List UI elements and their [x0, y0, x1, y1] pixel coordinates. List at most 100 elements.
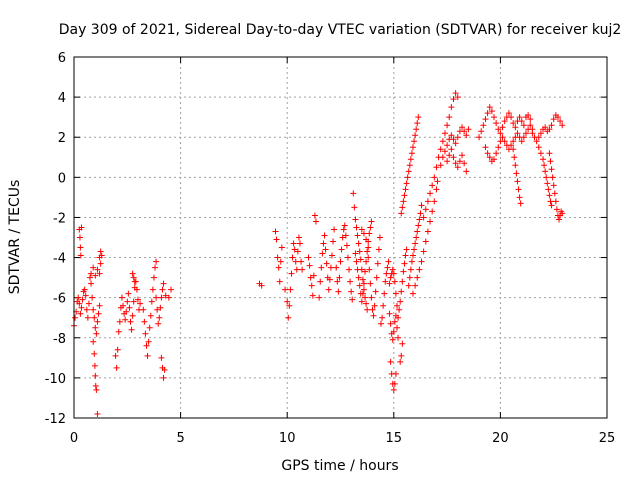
data-point — [367, 224, 374, 231]
data-point — [92, 272, 99, 279]
data-point — [441, 148, 448, 155]
data-point — [112, 352, 119, 359]
data-point — [424, 228, 431, 235]
data-point — [549, 174, 556, 181]
data-point — [463, 168, 470, 175]
data-point — [157, 304, 164, 311]
data-point — [341, 222, 348, 229]
data-point — [486, 154, 493, 161]
data-point — [427, 218, 434, 225]
data-point — [499, 124, 506, 131]
data-point — [495, 126, 502, 133]
data-point — [349, 296, 356, 303]
data-point — [446, 114, 453, 121]
data-point — [390, 328, 397, 335]
data-point — [137, 300, 144, 307]
data-point — [444, 158, 451, 165]
data-point — [360, 286, 367, 293]
data-point — [550, 182, 557, 189]
data-point — [287, 286, 294, 293]
data-point — [427, 190, 434, 197]
data-point — [444, 122, 451, 129]
data-point — [375, 246, 382, 253]
data-point — [90, 338, 97, 345]
data-point — [282, 286, 289, 293]
data-point — [291, 246, 298, 253]
data-point — [97, 260, 104, 267]
y-tick-label: 4 — [58, 91, 66, 106]
data-point — [461, 128, 468, 135]
data-point — [437, 146, 444, 153]
data-point — [520, 134, 527, 141]
data-point — [415, 222, 422, 229]
data-point — [91, 350, 98, 357]
data-point — [343, 242, 350, 249]
data-point — [493, 150, 500, 157]
data-point — [433, 164, 440, 171]
data-point — [446, 152, 453, 159]
data-point — [290, 240, 297, 247]
data-point — [285, 314, 292, 321]
data-point — [448, 146, 455, 153]
data-point — [79, 296, 86, 303]
data-point — [452, 160, 459, 167]
data-point — [311, 212, 318, 219]
data-point — [510, 120, 517, 127]
data-point — [461, 160, 468, 167]
data-point — [308, 282, 315, 289]
data-point — [149, 286, 156, 293]
data-point — [529, 130, 536, 137]
data-point — [140, 306, 147, 313]
data-point — [75, 294, 82, 301]
data-point — [319, 250, 326, 257]
data-point — [452, 90, 459, 97]
data-point — [91, 314, 98, 321]
data-point — [454, 94, 461, 101]
data-point — [77, 252, 84, 259]
data-point — [321, 232, 328, 239]
data-point — [546, 192, 553, 199]
data-point — [482, 116, 489, 123]
data-point — [450, 154, 457, 161]
data-point — [407, 266, 414, 273]
data-point — [515, 186, 522, 193]
data-point — [459, 152, 466, 159]
data-point — [83, 306, 90, 313]
data-point — [130, 298, 137, 305]
data-point — [417, 210, 424, 217]
x-axis-label: GPS time / hours — [281, 458, 398, 474]
data-point — [143, 342, 150, 349]
data-point — [413, 234, 420, 241]
data-point — [360, 230, 367, 237]
data-point — [397, 298, 404, 305]
data-point — [422, 206, 429, 213]
data-point — [316, 294, 323, 301]
data-point — [429, 208, 436, 215]
data-point — [306, 262, 313, 269]
data-point — [323, 260, 330, 267]
data-point — [386, 310, 393, 317]
data-point — [356, 282, 363, 289]
data-point — [406, 162, 413, 169]
data-point — [312, 218, 319, 225]
data-point — [465, 126, 472, 133]
x-tick-label: 25 — [599, 431, 616, 446]
x-tick-label: 20 — [492, 431, 509, 446]
data-point — [299, 266, 306, 273]
data-point — [454, 134, 461, 141]
data-point — [391, 380, 398, 387]
data-point — [92, 382, 99, 389]
data-point — [415, 114, 422, 121]
data-point — [448, 132, 455, 139]
data-point — [115, 328, 122, 335]
data-point — [420, 214, 427, 221]
data-point — [154, 306, 161, 313]
data-point — [120, 302, 127, 309]
data-point — [548, 166, 555, 173]
data-point — [408, 258, 415, 265]
data-point — [545, 186, 552, 193]
data-point — [505, 110, 512, 117]
data-point — [96, 302, 103, 309]
data-point — [390, 386, 397, 393]
data-point — [542, 124, 549, 131]
